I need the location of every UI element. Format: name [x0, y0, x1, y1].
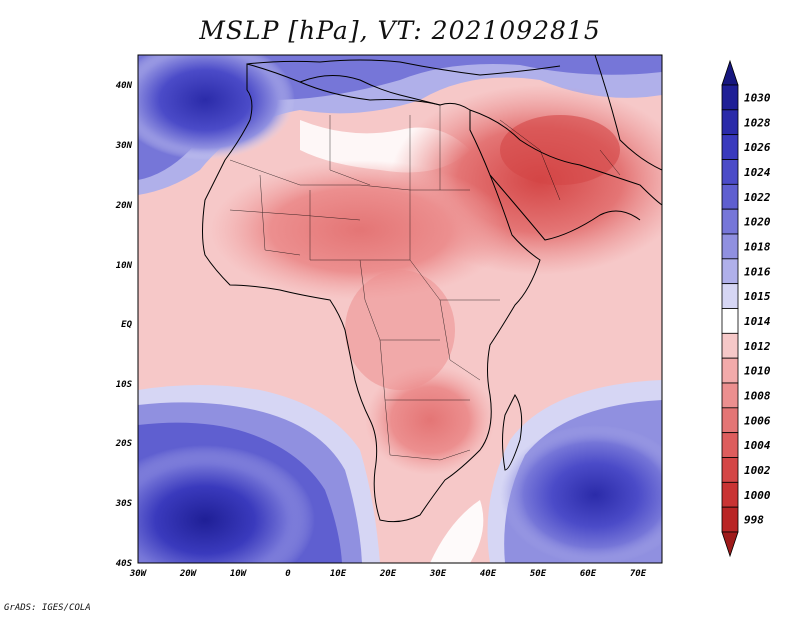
- lon-label: 10W: [230, 569, 248, 579]
- lon-label: 40E: [480, 569, 497, 579]
- colorbar-swatch: [721, 84, 739, 111]
- colorbar-label: 1026: [744, 141, 771, 154]
- colorbar-swatch: [721, 382, 739, 409]
- lon-label: 20W: [179, 569, 198, 579]
- sahel-low: [210, 160, 510, 300]
- pressure-field: [138, 55, 662, 563]
- colorbar-label: 1024: [744, 166, 771, 179]
- lat-label: 20S: [115, 439, 133, 449]
- colorbar-label: 1018: [744, 240, 771, 253]
- lat-label: 10S: [116, 380, 133, 390]
- lon-label: 0: [285, 569, 291, 579]
- colorbar-swatch: [721, 183, 739, 210]
- azores-high: [138, 55, 295, 160]
- colorbar-label: 998: [744, 514, 764, 527]
- colorbar-label: 1022: [744, 191, 771, 204]
- colorbar-label: 1014: [744, 315, 771, 328]
- colorbar-bottom-arrow: [721, 531, 739, 558]
- colorbar-swatch: [721, 134, 739, 160]
- lon-label: 50E: [530, 569, 547, 579]
- colorbar-label: 1020: [744, 216, 771, 229]
- iran-coast: [594, 55, 662, 171]
- colorbar-label: 1000: [744, 489, 771, 502]
- colorbar-label: 1012: [744, 340, 771, 353]
- madagascar: [502, 394, 523, 471]
- gulf-low-core: [500, 115, 620, 185]
- colorbar-label: 1010: [744, 365, 771, 378]
- south-atlantic-high: [138, 445, 315, 563]
- arabia-north-coast: [469, 109, 662, 206]
- lon-label: 70E: [630, 569, 647, 579]
- colorbar-swatch: [721, 407, 739, 434]
- lat-label: 30S: [115, 499, 133, 509]
- lon-label: 60E: [580, 569, 597, 579]
- colorbar-swatch: [721, 457, 739, 483]
- lon-label: 30E: [429, 569, 447, 579]
- colorbar: 1030 1028 1026 1024 1022 1020 1018 1016 1015 1014…: [721, 59, 771, 558]
- credit-text: GrADS: IGES/COLA: [4, 603, 91, 613]
- colorbar-swatch: [721, 109, 739, 136]
- africa-outline: [202, 63, 541, 523]
- lat-label: EQ: [121, 320, 132, 330]
- colorbar-label: 1028: [744, 116, 771, 129]
- colorbar-swatch: [721, 208, 739, 235]
- map-title: MSLP [hPa], VT: 2021092815: [199, 16, 601, 45]
- colorbar-swatch: [721, 308, 739, 334]
- southern-africa-low: [365, 365, 495, 475]
- lat-label: 40S: [116, 559, 133, 569]
- coastlines: [202, 55, 662, 523]
- colorbar-label: 1008: [744, 389, 771, 402]
- colorbar-swatch: [721, 283, 739, 309]
- lon-label: 30W: [129, 569, 148, 579]
- colorbar-swatch: [721, 332, 739, 359]
- plot-frame: [137, 54, 663, 564]
- lat-axis: 40N 30N 20N 10N EQ 10S 20S 30S 40S: [115, 81, 133, 569]
- colorbar-label: 1015: [744, 290, 771, 303]
- mediterranean-south: [299, 81, 441, 106]
- colorbar-label: 1016: [744, 265, 771, 278]
- mozambique-gap: [430, 500, 484, 563]
- colorbar-swatch: [721, 357, 739, 384]
- colorbar-swatch: [721, 432, 739, 458]
- colorbar-label: 1030: [744, 91, 771, 104]
- colorbar-swatch: [721, 481, 739, 508]
- colorbar-top-arrow: [721, 59, 739, 86]
- colorbar-label: 1006: [744, 414, 771, 427]
- colorbar-swatch: [721, 506, 739, 533]
- lat-label: 30N: [115, 141, 133, 151]
- lat-label: 10N: [116, 261, 133, 271]
- lon-axis: 30W 20W 10W 0 10E 20E 30E 40E 50E 60E 70…: [129, 569, 647, 579]
- europe-coast: [246, 59, 561, 76]
- colorbar-swatch: [721, 258, 739, 285]
- colorbar-label: 1002: [744, 464, 771, 477]
- lon-label: 10E: [330, 569, 347, 579]
- country-borders: [229, 105, 621, 461]
- colorbar-swatch: [721, 159, 739, 185]
- central-africa-low: [345, 270, 455, 390]
- lon-label: 20E: [379, 569, 397, 579]
- colorbar-swatch: [721, 233, 739, 260]
- lat-label: 20N: [115, 201, 133, 211]
- arabia-south-coast: [489, 174, 641, 241]
- mascarene-high: [500, 425, 662, 563]
- colorbar-label: 1004: [744, 439, 771, 452]
- lat-label: 40N: [116, 81, 133, 91]
